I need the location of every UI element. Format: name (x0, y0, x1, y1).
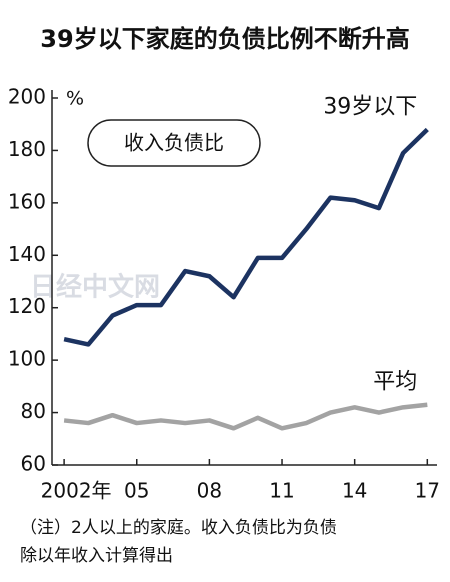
y-tick-label: 120 (8, 294, 46, 318)
x-tick-label: 14 (342, 479, 367, 503)
series-line (63, 402, 428, 431)
y-tick-label: 140 (8, 242, 46, 266)
box-label: 收入负债比 (124, 131, 224, 155)
chart-title: 39岁以下家庭的负债比例不断升高 (40, 25, 409, 53)
x-tick-label: 05 (124, 479, 149, 503)
x-tick-label: 08 (197, 479, 222, 503)
series-label: 39岁以下 (323, 94, 417, 119)
series-label: 平均 (373, 370, 417, 395)
note: 除以年收入计算得出 (20, 546, 173, 566)
note: （注）2人以上的家庭。收入负债比为负债 (20, 518, 337, 538)
y-tick-label: 60 (21, 452, 46, 476)
y-tick-label: 160 (8, 189, 46, 213)
x-tick-label: 17 (415, 479, 440, 503)
watermark: 日经中文网 (30, 272, 160, 303)
x-tick-label: 11 (269, 479, 294, 503)
y-tick-label: 180 (8, 137, 46, 161)
y-tick-label: 200 (8, 85, 46, 109)
x-tick-label: 2002年 (41, 479, 112, 503)
box (87, 119, 261, 167)
series-line (63, 127, 429, 347)
y-tick-label: 100 (8, 347, 46, 371)
y-unit: % (66, 88, 84, 110)
y-tick-label: 80 (21, 399, 46, 423)
